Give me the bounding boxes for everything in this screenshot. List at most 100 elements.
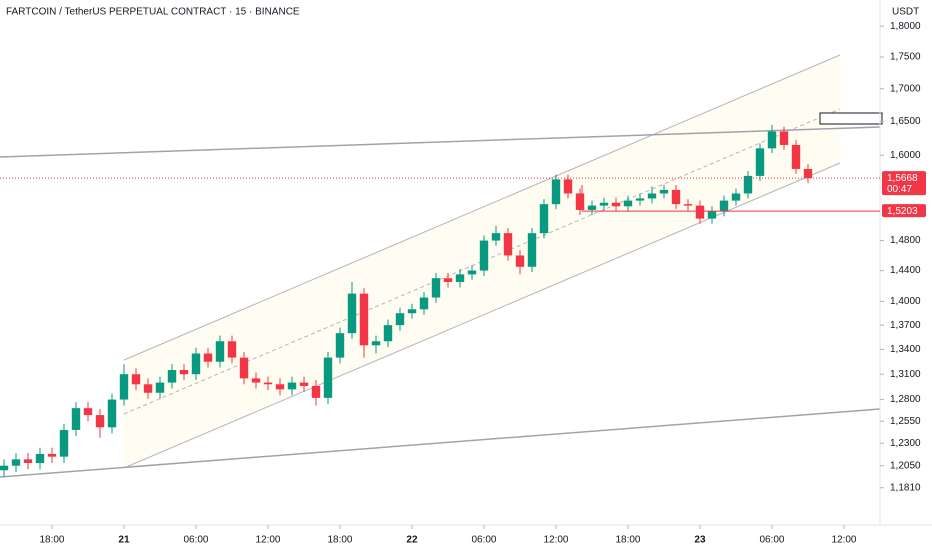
candle-body [539, 204, 549, 234]
candle-body [791, 144, 801, 169]
y-tick-label: 1,6000 [890, 150, 921, 161]
candle-body [419, 297, 429, 310]
x-tick-label: 22 [406, 535, 418, 546]
candle-body [395, 313, 405, 326]
countdown: 00:47 [887, 184, 912, 195]
range-box [819, 112, 883, 125]
candle-body [467, 270, 477, 275]
channel-lower [123, 162, 841, 469]
x-tick-label: 06:00 [183, 535, 208, 546]
y-tick-label: 1,1810 [890, 482, 921, 493]
y-tick-label: 1,2050 [890, 460, 921, 471]
candle-body [131, 374, 141, 385]
trend-line [0, 408, 881, 478]
candle-body [623, 200, 633, 207]
candle-body [323, 357, 333, 398]
candle-body [143, 384, 153, 393]
candle-body [203, 353, 213, 362]
price-label-box [882, 171, 926, 196]
candle-body [0, 465, 9, 471]
candle-body [71, 408, 81, 430]
price-label: 1,5668 [887, 173, 918, 184]
candle-body [35, 453, 45, 463]
candle-body [695, 205, 705, 219]
y-tick-label: 1,7500 [890, 52, 921, 63]
y-tick-label: 1,2800 [890, 394, 921, 405]
candle-body [803, 168, 813, 179]
y-tick-label: 1,3400 [890, 344, 921, 355]
candle-body [575, 193, 585, 210]
y-tick-label: 1,6500 [890, 116, 921, 127]
candle-body [251, 378, 261, 383]
x-tick-label: 12:00 [255, 535, 280, 546]
candle-body [599, 202, 609, 206]
candle-body [287, 382, 297, 390]
x-tick-label: 18:00 [615, 535, 640, 546]
candle-body [239, 357, 249, 379]
candle-body [647, 193, 657, 199]
candle-body [611, 202, 621, 207]
candle-body [299, 382, 309, 386]
channel-upper [123, 54, 841, 361]
candle-body [47, 453, 57, 457]
y-axis-label: USDT [892, 7, 919, 18]
candle-body [551, 179, 561, 205]
x-tick-label: 12:00 [831, 535, 856, 546]
candle-body [359, 293, 369, 346]
y-tick-label: 1,4000 [890, 296, 921, 307]
candle-body [59, 429, 69, 457]
candle-body [311, 385, 321, 398]
candle-body [227, 341, 237, 358]
candle-body [215, 341, 225, 362]
y-tick-label: 1,8000 [890, 21, 921, 32]
candle-body [719, 200, 729, 212]
y-tick-label: 1,2550 [890, 416, 921, 427]
chart-title: FARTCOIN / TetherUS PERPETUAL CONTRACT ·… [6, 7, 300, 18]
candle-body [431, 278, 441, 298]
y-tick-label: 1,4800 [890, 235, 921, 246]
candle-body [23, 459, 33, 463]
candle-body [275, 384, 285, 390]
candle-body [263, 382, 273, 385]
candle-body [179, 370, 189, 375]
candle-body [107, 399, 117, 428]
candle-body [635, 198, 645, 201]
x-tick-label: 18:00 [39, 535, 64, 546]
candle-body [707, 211, 717, 219]
candle-body [767, 131, 777, 149]
candle-body [347, 293, 357, 334]
y-tick-label: 1,3100 [890, 369, 921, 380]
candle-body [683, 204, 693, 206]
candle-body [563, 179, 573, 194]
candle-body [659, 189, 669, 194]
candle-body [371, 341, 381, 346]
candle-body [167, 370, 177, 383]
candle-body [155, 382, 165, 393]
y-tick-label: 1,2300 [890, 438, 921, 449]
candle-body [95, 415, 105, 428]
x-tick-label: 18:00 [327, 535, 352, 546]
candle-body [731, 193, 741, 201]
candle-body [587, 205, 597, 210]
x-tick-label: 06:00 [759, 535, 784, 546]
candle-body [119, 374, 129, 400]
y-tick-label: 1,4400 [890, 265, 921, 276]
candle-body [671, 189, 681, 205]
y-tick-label: 1,3700 [890, 320, 921, 331]
candle-body [11, 459, 21, 466]
candle-body [491, 233, 501, 241]
candle-body [407, 309, 417, 314]
candle-body [191, 353, 201, 375]
candle-body [479, 240, 489, 271]
candle-body [383, 325, 393, 342]
candle-body [455, 274, 465, 283]
candle-body [443, 278, 453, 283]
x-tick-label: 06:00 [471, 535, 496, 546]
price-label: 1,5203 [887, 206, 918, 217]
candle-body [527, 233, 537, 267]
trend-line [0, 126, 881, 158]
x-tick-label: 12:00 [543, 535, 568, 546]
candle-body [743, 175, 753, 194]
candle-body [335, 333, 345, 358]
